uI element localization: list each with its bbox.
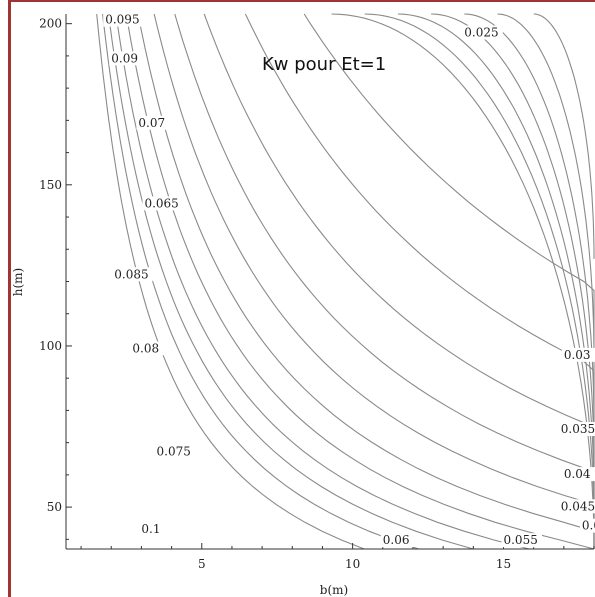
contour-label: 0.065	[144, 196, 178, 210]
contour-label-bg	[139, 521, 166, 536]
contour-line	[153, 13, 595, 549]
contour-label-bg	[112, 267, 153, 282]
y-axis-label: h(m)	[11, 268, 25, 296]
contour-line	[397, 13, 595, 501]
y-tick-label: 200	[39, 17, 62, 31]
contour-label-bg	[103, 12, 144, 27]
x-tick-label: 15	[496, 557, 511, 571]
contour-label-bg	[154, 444, 196, 459]
window-border-left	[8, 0, 11, 597]
contour-line	[107, 13, 474, 550]
contour-label: 0.04	[564, 467, 591, 481]
contour-line	[364, 13, 595, 527]
contour-line	[497, 13, 595, 359]
plot-background	[66, 14, 594, 549]
contour-label: 0.095	[105, 13, 139, 27]
contour-label: 0.08	[132, 341, 159, 355]
chart-title: Kw pour Et=1	[262, 54, 386, 75]
contour-label-bg	[561, 467, 595, 482]
contour-line	[174, 13, 595, 549]
contour-label: 0.03	[564, 348, 591, 362]
contour-labels: 0.095 0.09 0.07 0.065 0.085 0.08 0.075 0.1 0.06 0…	[103, 12, 595, 548]
contour-label-bg	[462, 25, 503, 40]
axes: 5 10 15 50 100 150 200	[39, 14, 595, 571]
contour-line	[115, 13, 530, 550]
contour-label-bg	[130, 341, 164, 356]
contour-line	[533, 13, 595, 259]
y-tick-label: 50	[47, 500, 62, 514]
contour-lines	[96, 13, 595, 550]
contour-label: 0.09	[111, 51, 138, 65]
contour-line	[102, 13, 419, 550]
x-tick-label: 10	[345, 557, 360, 571]
y-tick-label: 150	[39, 178, 62, 192]
contour-label-bg	[561, 347, 595, 362]
contour-label-bg	[109, 51, 143, 66]
contour-line	[96, 13, 365, 550]
y-tick-label: 100	[39, 339, 62, 353]
contour-label: 0.075	[157, 445, 191, 459]
contour-label-bg	[501, 533, 542, 548]
contour-line	[125, 13, 595, 550]
contour-label: 0.055	[503, 533, 537, 547]
contour-label-bg	[558, 421, 595, 436]
contour-label: 0.085	[114, 267, 148, 281]
contour-label-bg	[380, 533, 414, 548]
contour-label: 0.025	[464, 26, 498, 40]
contour-label: 0.1	[141, 522, 160, 536]
contour-label-bg	[558, 499, 595, 514]
x-axis-label: b(m)	[320, 583, 348, 597]
contour-label: 0.05	[582, 519, 595, 533]
contour-label: 0.07	[138, 116, 165, 130]
contour-label-bg	[142, 196, 183, 211]
x-tick-label: 5	[198, 557, 206, 571]
contour-label: 0.06	[383, 533, 410, 547]
window-border-top	[8, 0, 595, 2]
contour-line	[331, 13, 595, 550]
contour-label: 0.035	[561, 422, 595, 436]
contour-line	[137, 13, 595, 549]
contour-label-bg	[136, 115, 170, 130]
contour-label: 0.045	[561, 499, 595, 513]
contour-label-bg	[579, 518, 595, 533]
